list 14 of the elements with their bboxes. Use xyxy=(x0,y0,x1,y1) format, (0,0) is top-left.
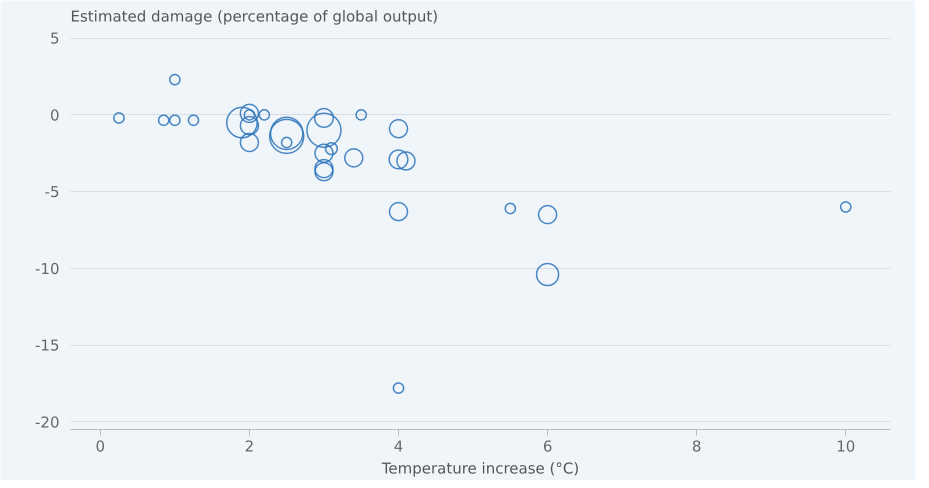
y-tick-label: 5 xyxy=(50,30,60,48)
y-tick-label: 0 xyxy=(50,106,60,124)
x-tick-label: 2 xyxy=(244,438,254,456)
y-tick-label: -5 xyxy=(44,183,60,202)
x-tick-label: 8 xyxy=(692,438,702,456)
x-tick-label: 6 xyxy=(542,438,552,456)
x-tick-label: 10 xyxy=(836,438,856,456)
y-tick-label: -15 xyxy=(35,336,60,355)
x-tick-label: 0 xyxy=(96,438,106,456)
y-tick-label: -10 xyxy=(35,260,60,278)
x-axis-title: Temperature increase (°C) xyxy=(380,460,580,478)
x-tick-label: 4 xyxy=(394,438,404,456)
y-tick-label: -20 xyxy=(35,413,60,432)
y-axis-title: Estimated damage (percentage of global output) xyxy=(70,8,438,26)
